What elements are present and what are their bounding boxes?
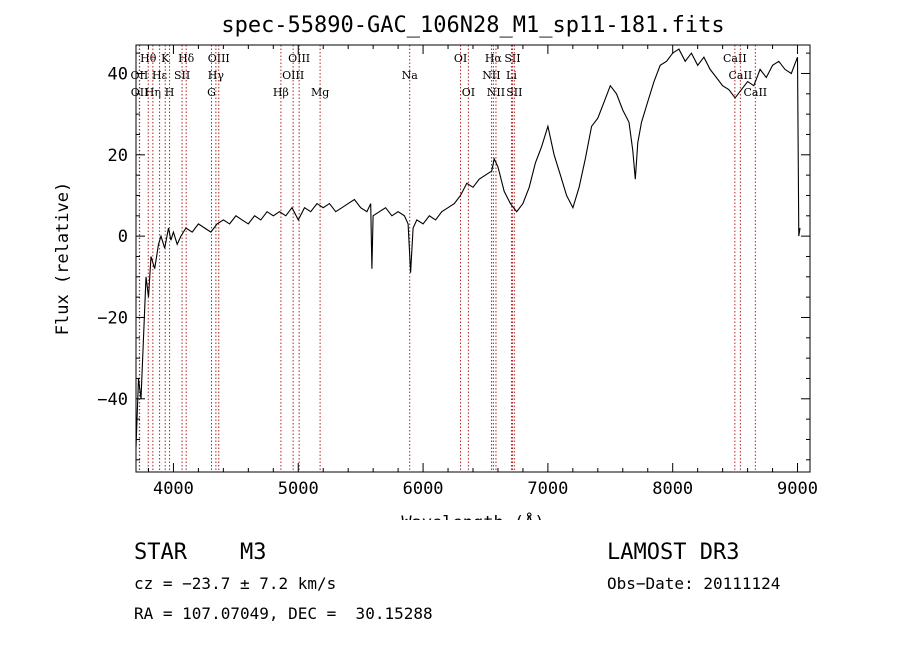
x-tick-label-5000: 5000: [278, 479, 319, 499]
x-tick-label-6000: 6000: [403, 479, 444, 499]
spectrum-chart: spec-55890-GAC_106N28_M1_sp11-181.fits Hθ…: [53, 13, 818, 520]
line-label-1: OII: [131, 69, 149, 82]
line-label-25: CaII: [723, 52, 747, 65]
line-label-2: OII: [131, 86, 149, 99]
line-label-14: Hβ: [273, 86, 289, 99]
y-tick-label-0: 0: [118, 227, 128, 247]
line-label-17: OI: [454, 52, 467, 65]
line-label-9: OIII: [208, 52, 230, 65]
y-axis-label: Flux (relative): [53, 182, 73, 336]
line-label-7: H: [165, 86, 175, 99]
line-label-19: Hα: [485, 52, 503, 65]
y-tick-label--40: −40: [97, 390, 128, 410]
line-label-0: Hθ: [140, 52, 157, 65]
ra-dec-coordinates: RA = 107.07049, DEC = 30.15288: [134, 604, 433, 623]
x-axis-label: Wavelength (Å): [401, 511, 544, 520]
redshift-cz: cz = −23.7 ± 7.2 km/s: [134, 574, 337, 593]
line-label-24: SII: [506, 86, 522, 99]
line-label-15: Mg: [311, 86, 329, 99]
line-label-20: SII: [504, 52, 520, 65]
spectrum-line: [135, 48, 801, 448]
line-label-22: Li: [506, 69, 517, 82]
line-label-12: OIII: [288, 52, 310, 65]
line-label-6: SII: [174, 69, 190, 82]
line-label-4: K: [161, 52, 170, 65]
chart-title: spec-55890-GAC_106N28_M1_sp11-181.fits: [221, 13, 724, 38]
line-label-10: Hγ: [208, 69, 225, 82]
line-label-21: NII: [482, 69, 500, 82]
line-label-16: Na: [402, 69, 419, 82]
line-label-3: Hη: [145, 86, 161, 99]
y-tick-label--20: −20: [97, 308, 128, 328]
line-label-26: CaII: [729, 69, 753, 82]
line-label-8: Hδ: [178, 52, 195, 65]
plot-frame: [135, 44, 811, 473]
x-tick-label-7000: 7000: [527, 479, 568, 499]
y-tick-label-20: 20: [108, 146, 128, 166]
x-tick-label-4000: 4000: [153, 479, 194, 499]
line-label-18: OI: [462, 86, 475, 99]
survey-name: LAMOST DR3: [607, 540, 740, 565]
line-label-11: G: [207, 86, 216, 99]
object-class: STAR: [134, 540, 187, 565]
line-label-13: OIII: [282, 69, 304, 82]
line-label-27: CaII: [743, 86, 767, 99]
x-tick-label-9000: 9000: [777, 479, 818, 499]
line-label-5: Hε: [152, 69, 168, 82]
y-tick-label-40: 40: [108, 64, 128, 84]
x-tick-label-8000: 8000: [652, 479, 693, 499]
object-subclass: M3: [240, 540, 267, 565]
observation-date: Obs−Date: 20111124: [607, 574, 781, 593]
line-label-23: NII: [487, 86, 505, 99]
